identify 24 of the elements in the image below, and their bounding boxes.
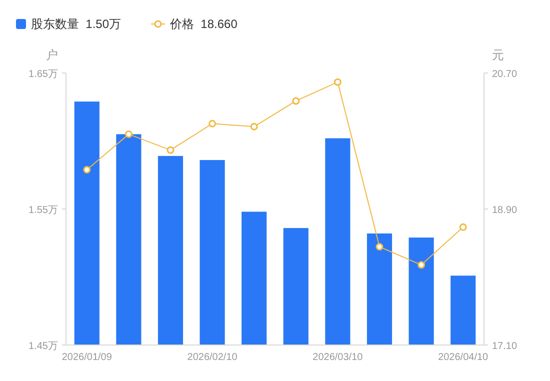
point [166, 146, 174, 154]
y-tick-label: 1.45万 [28, 341, 58, 352]
legend-label: 股东数量 1.50万 [31, 17, 122, 31]
y2-axis-title: 元 [492, 48, 504, 62]
point [334, 78, 342, 86]
point [250, 122, 258, 130]
y-tick-label: 1.65万 [28, 69, 58, 80]
y2-tick-label: 18.90 [492, 205, 518, 216]
point [418, 261, 426, 269]
x-tick-label: 2026/02/10 [187, 352, 238, 363]
y2-tick-label: 17.10 [492, 341, 518, 352]
point [376, 243, 384, 251]
point [292, 97, 300, 105]
y-axis-title: 户 [46, 48, 58, 62]
point [124, 130, 132, 138]
x-tick-label: 2026/01/09 [62, 352, 112, 363]
y-tick-label: 1.55万 [28, 205, 58, 216]
point [208, 120, 216, 128]
x-tick-label: 2026/04/10 [438, 352, 489, 363]
point [83, 166, 91, 174]
x-tick-label: 2026/03/10 [312, 352, 364, 363]
y2-tick-label: 20.70 [492, 69, 518, 80]
point [459, 223, 467, 231]
legend-label: 价格 18.660 [169, 17, 238, 31]
